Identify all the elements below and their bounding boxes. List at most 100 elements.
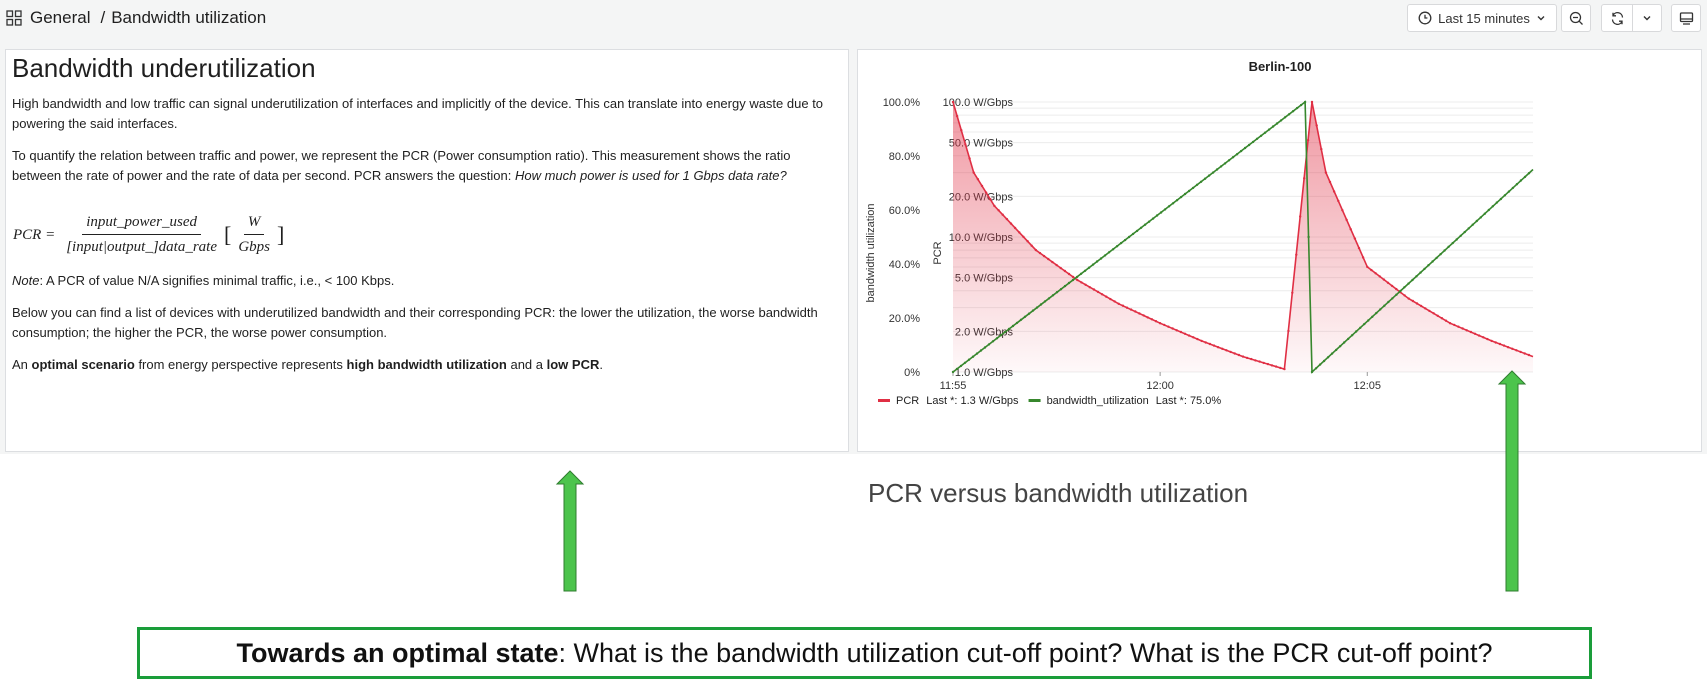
zoom-out-button[interactable] — [1561, 4, 1591, 32]
data-point — [1274, 365, 1278, 368]
data-point — [997, 209, 1000, 212]
data-point — [1051, 260, 1054, 264]
optimal-text-7: . — [599, 357, 603, 372]
x-tick-label: 11:55 — [940, 380, 967, 392]
paragraph-device-list: Below you can find a list of devices wit… — [12, 305, 818, 340]
paragraph-optimal: An optimal scenario from energy perspect… — [12, 355, 842, 375]
data-point — [1107, 251, 1111, 254]
data-point — [1310, 370, 1314, 374]
data-point — [1005, 217, 1009, 221]
data-point — [1055, 263, 1058, 267]
data-point — [1038, 251, 1042, 255]
data-point — [1187, 334, 1191, 337]
data-point — [1237, 353, 1241, 357]
data-point — [1183, 332, 1187, 335]
time-range-picker[interactable]: Last 15 minutes — [1407, 4, 1557, 32]
data-point — [1471, 223, 1474, 226]
data-point — [1167, 205, 1171, 208]
data-point — [1139, 226, 1143, 229]
data-point — [1125, 306, 1129, 309]
data-point — [1250, 357, 1253, 361]
breadcrumb: General / Bandwidth utilization — [6, 8, 266, 28]
formula-unit-numerator: W — [243, 212, 265, 235]
data-point — [1299, 103, 1303, 107]
data-point — [1411, 299, 1415, 303]
paragraph-intro: High bandwidth and low traffic can signa… — [12, 96, 824, 131]
data-point — [1343, 341, 1346, 344]
data-point — [1163, 323, 1166, 327]
data-point — [1330, 352, 1334, 355]
data-point — [1351, 334, 1354, 337]
data-point — [964, 143, 967, 146]
data-point — [1022, 235, 1025, 238]
data-point — [1383, 304, 1386, 307]
data-point — [1473, 332, 1477, 335]
pcr-utilization-chart: Berlin-100 bandwidth utilization PCR 0% 2… — [865, 59, 1534, 407]
data-point — [951, 370, 955, 374]
data-point — [1295, 253, 1298, 256]
data-point — [1175, 329, 1178, 332]
data-point — [1374, 272, 1377, 275]
data-point — [1455, 238, 1458, 241]
data-point — [1403, 286, 1406, 289]
data-point — [972, 171, 975, 174]
formula-unit: W Gbps — [234, 212, 274, 257]
data-point — [1271, 125, 1275, 128]
data-point — [1463, 230, 1466, 234]
data-point — [1307, 235, 1310, 239]
chart-title: Berlin-100 — [1249, 59, 1312, 74]
data-point — [1443, 249, 1446, 252]
data-point — [1483, 212, 1486, 215]
data-point — [1215, 168, 1219, 171]
data-point — [1059, 288, 1063, 291]
data-point — [1119, 241, 1123, 245]
data-point — [1088, 286, 1091, 289]
data-point — [1332, 190, 1336, 193]
chart-legend[interactable]: PCR Last *: 1.3 W/Gbps bandwidth_utilizati… — [878, 395, 1221, 407]
data-point — [1099, 257, 1103, 260]
refresh-interval-dropdown[interactable] — [1632, 4, 1662, 32]
pcr-question: How much power is used for 1 Gbps data r… — [514, 168, 787, 183]
data-point — [1347, 337, 1350, 341]
data-point — [1326, 356, 1330, 359]
data-point — [989, 198, 992, 201]
data-point — [1084, 283, 1087, 286]
callout-text: : What is the bandwidth utilization cut-… — [558, 637, 1493, 668]
data-point — [1428, 309, 1431, 313]
data-point — [1506, 346, 1510, 349]
callout-bold: Towards an optimal state — [236, 637, 559, 668]
data-point — [980, 184, 984, 188]
data-point — [975, 352, 979, 355]
breadcrumb-folder[interactable]: General — [30, 8, 91, 27]
refresh-button[interactable] — [1601, 4, 1633, 32]
data-point — [1179, 195, 1183, 199]
data-point — [1011, 324, 1015, 328]
data-point — [984, 191, 988, 194]
panel-heading: Bandwidth underutilization — [12, 53, 316, 83]
formula-fraction: input_power_used [input|output_]data_rat… — [62, 212, 221, 257]
data-point — [1241, 355, 1245, 358]
data-point — [1427, 264, 1430, 267]
apps-grid-icon[interactable] — [6, 10, 22, 26]
data-point — [1270, 364, 1274, 367]
data-point — [1379, 308, 1382, 311]
right-axis-label: PCR — [932, 241, 944, 264]
data-point — [1263, 131, 1267, 134]
data-point — [1386, 281, 1390, 284]
optimal-text-1: An — [12, 357, 32, 372]
data-point — [1117, 302, 1120, 305]
data-point — [1179, 330, 1183, 334]
data-point — [1151, 217, 1155, 220]
tv-mode-button[interactable] — [1671, 4, 1701, 32]
data-point — [1212, 344, 1216, 347]
data-point — [1363, 322, 1366, 326]
data-point — [1163, 208, 1167, 211]
data-point — [1199, 180, 1203, 183]
y-tick-utilization: 0% — [904, 367, 920, 379]
data-point — [1503, 194, 1507, 197]
data-point — [987, 343, 991, 346]
optimal-text-6: low PCR — [546, 357, 600, 372]
data-point — [1523, 175, 1527, 179]
data-point — [960, 129, 963, 132]
data-point — [1339, 345, 1342, 348]
